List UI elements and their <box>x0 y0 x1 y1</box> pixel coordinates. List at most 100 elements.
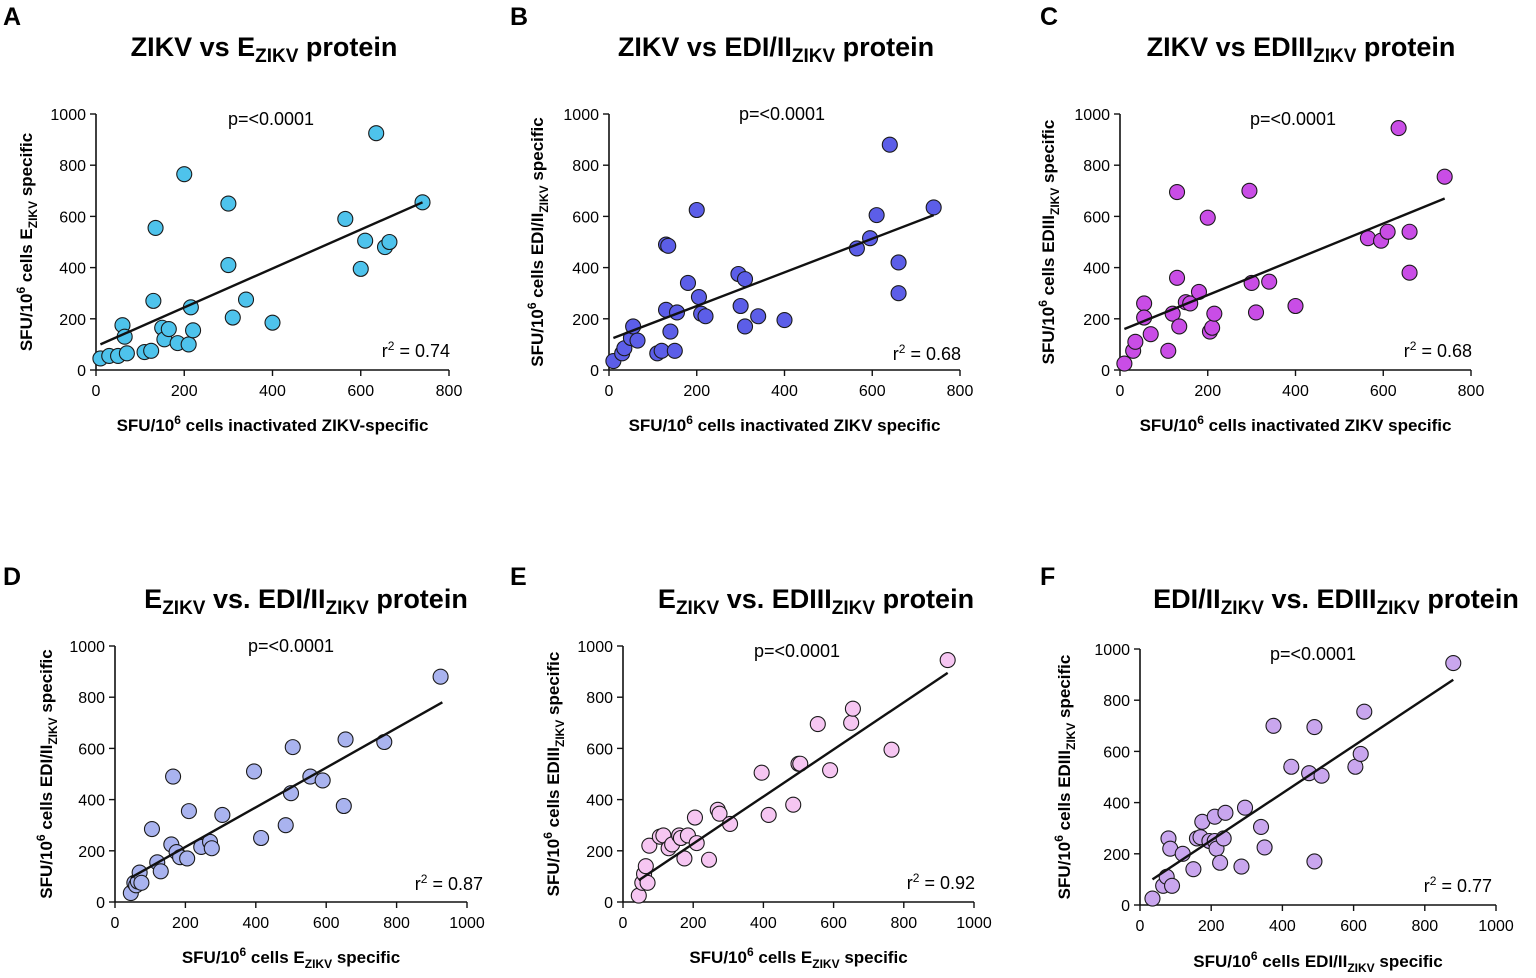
text-part: SFU/10 <box>528 309 547 367</box>
sub-part: ZIKV <box>676 598 720 619</box>
text-part: protein <box>369 584 468 614</box>
sup-part: 6 <box>14 287 28 294</box>
data-point <box>337 731 354 748</box>
data-point <box>750 308 767 325</box>
sup-part: 6 <box>541 832 555 839</box>
y-tick-label: 200 <box>59 312 86 329</box>
data-point <box>1445 655 1462 672</box>
p-value-label: p=<0.0001 <box>1270 644 1356 664</box>
text-part: cells E <box>246 948 305 967</box>
sub-part: ZIKV <box>832 598 876 619</box>
y-tick-label: 800 <box>1103 693 1130 710</box>
x-tick-label: 600 <box>1370 383 1397 400</box>
y-axis-label: SFU/106 cells EDIIIZIKV specific <box>541 652 567 897</box>
data-point <box>381 233 398 251</box>
text-part: r <box>1404 341 1410 361</box>
data-points <box>630 652 956 904</box>
data-point <box>1199 209 1216 226</box>
data-points <box>605 136 942 370</box>
sup-part: 2 <box>388 339 395 353</box>
data-point <box>1306 853 1323 870</box>
text-part: = 0.68 <box>1416 341 1472 361</box>
data-point <box>1261 273 1278 290</box>
text-part: specific <box>544 652 563 720</box>
y-tick-label: 1000 <box>1074 107 1110 124</box>
p-value-label: p=<0.0001 <box>739 104 825 124</box>
x-tick-label: 200 <box>683 383 710 400</box>
text-part: r <box>893 344 899 364</box>
data-point <box>264 314 281 331</box>
x-tick-label: 400 <box>771 383 798 400</box>
x-tick-label: 200 <box>680 915 707 932</box>
data-points <box>1116 120 1453 372</box>
data-points <box>1144 655 1462 907</box>
text-part: cells EDIII <box>1055 750 1074 835</box>
data-point <box>1204 319 1221 336</box>
data-point <box>237 291 255 308</box>
data-point <box>697 308 714 325</box>
y-axis-label: SFU/106 cells EZIKV specific <box>14 133 40 351</box>
text-part: specific <box>332 948 400 967</box>
y-tick-label: 600 <box>59 209 86 226</box>
sup-part: 2 <box>1410 339 1417 353</box>
y-tick-label: 400 <box>59 261 86 278</box>
sub-part: ZIKV <box>792 46 836 67</box>
y-tick-label: 400 <box>572 261 599 278</box>
chart-title: ZIKV vs EDI/IIZIKV protein <box>618 32 934 67</box>
r-squared-label: r2 = 0.87 <box>415 872 483 894</box>
text-part: specific <box>840 948 908 967</box>
data-points <box>92 125 431 367</box>
y-tick-label: 600 <box>78 741 105 758</box>
data-point <box>176 166 193 183</box>
data-point <box>1306 719 1323 736</box>
y-tick-label: 800 <box>586 690 613 707</box>
text-part: SFU/10 <box>117 416 175 435</box>
r-squared-label: r2 = 0.68 <box>893 342 961 364</box>
data-point <box>736 318 754 335</box>
data-point <box>1168 269 1186 286</box>
panel-letter: A <box>3 3 21 31</box>
sup-part: 6 <box>1251 949 1258 963</box>
r-squared-label: r2 = 0.77 <box>1424 874 1492 896</box>
y-tick-label: 1000 <box>577 639 613 656</box>
x-tick-label: 200 <box>172 915 199 932</box>
y-tick-label: 0 <box>77 363 86 380</box>
y-tick-label: 400 <box>1083 261 1110 278</box>
x-tick-label: 0 <box>1136 918 1145 935</box>
text-part: protein <box>1356 32 1455 62</box>
x-tick-label: 800 <box>947 383 974 400</box>
data-point <box>776 312 793 329</box>
x-tick-label: 1000 <box>449 915 485 932</box>
data-point <box>844 700 861 717</box>
y-tick-label: 0 <box>96 895 105 912</box>
x-tick-label: 400 <box>259 383 286 400</box>
data-point <box>890 285 907 302</box>
y-axis-label: SFU/106 cells EDIIIZIKV specific <box>1052 655 1078 900</box>
data-point <box>1233 858 1250 875</box>
x-tick-label: 800 <box>1458 383 1485 400</box>
chart-title: EZIKV vs. EDIIIZIKV protein <box>658 584 974 619</box>
sup-part: 6 <box>1052 835 1066 842</box>
sup-part: 6 <box>686 413 693 427</box>
r-squared-label: r2 = 0.68 <box>1404 339 1472 361</box>
y-tick-label: 800 <box>572 158 599 175</box>
y-tick-label: 200 <box>1103 847 1130 864</box>
data-point <box>1256 839 1273 856</box>
text-part: protein <box>875 584 974 614</box>
data-point <box>314 772 331 789</box>
panel-letter: C <box>1040 3 1058 31</box>
data-point <box>145 292 162 309</box>
data-point <box>277 817 294 834</box>
text-part: cells inactivated ZIKV-specific <box>181 416 429 435</box>
data-point <box>220 256 237 274</box>
data-point <box>785 796 802 813</box>
data-point <box>1171 318 1188 335</box>
data-point <box>179 850 196 867</box>
text-part: SFU/10 <box>1039 307 1058 365</box>
text-part: ZIKV vs E <box>131 32 256 62</box>
data-point <box>939 652 956 669</box>
data-point <box>809 716 826 733</box>
data-point <box>732 297 749 315</box>
sup-part: 2 <box>421 872 428 886</box>
